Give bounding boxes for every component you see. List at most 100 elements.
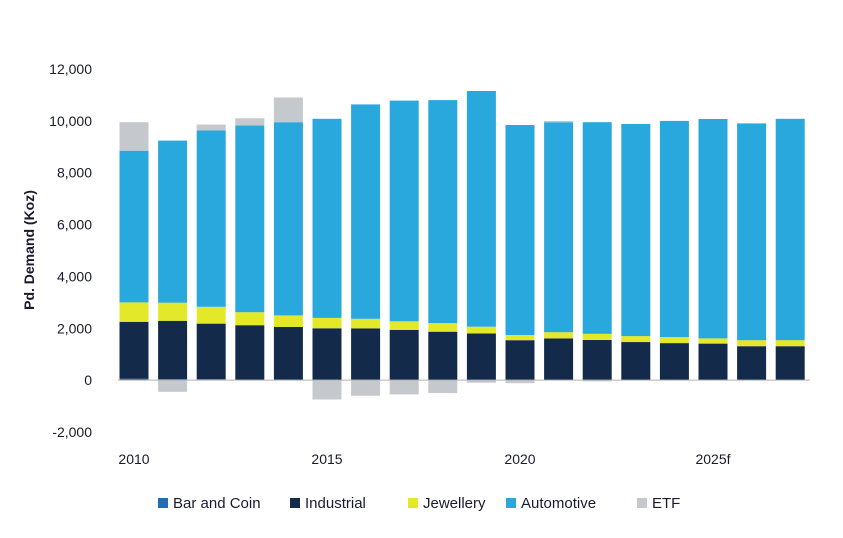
bar-segment-jewellery xyxy=(273,315,303,327)
legend-label: Automotive xyxy=(521,495,596,512)
bar-segment-etf xyxy=(119,122,149,151)
legend-item: Industrial xyxy=(290,495,366,512)
y-axis: -2,000 0 2,000 4,000 6,000 8,000 10,000 12,000 xyxy=(49,61,92,440)
bar-segment-etf xyxy=(312,380,342,400)
bar-segment-automotive xyxy=(235,125,265,313)
bar-segment-automotive xyxy=(389,100,419,322)
bar-segment-etf xyxy=(389,380,419,395)
legend-swatch xyxy=(506,498,516,508)
bar-segment-jewellery xyxy=(505,335,535,341)
bar-segment-automotive xyxy=(698,119,728,339)
bar-segment-automotive xyxy=(158,140,188,303)
bar-segment-etf xyxy=(235,118,265,126)
bars xyxy=(119,91,805,400)
bar-segment-automotive xyxy=(544,122,574,333)
bar-segment-industrial xyxy=(582,340,612,380)
legend: Bar and Coin Industrial Jewellery Automotiv… xyxy=(158,495,680,512)
bar-segment-automotive xyxy=(505,125,535,335)
bar-segment-jewellery xyxy=(158,302,188,321)
bar-segment-jewellery xyxy=(312,317,342,329)
bar-segment-industrial xyxy=(775,346,805,380)
legend-item: ETF xyxy=(637,495,680,512)
bar-segment-industrial xyxy=(505,340,535,380)
bar-segment-etf xyxy=(196,124,226,131)
bar-segment-automotive xyxy=(273,122,303,316)
bar-segment-industrial xyxy=(698,343,728,380)
bar-segment-industrial xyxy=(544,338,574,380)
bar-segment-jewellery xyxy=(119,302,149,322)
legend-swatch xyxy=(290,498,300,508)
bar-segment-automotive xyxy=(466,91,496,327)
bar-segment-etf xyxy=(544,120,574,123)
legend-item: Automotive xyxy=(506,495,596,512)
bar-segment-etf xyxy=(351,380,381,396)
bar-segment-automotive xyxy=(196,130,226,307)
bar-segment-jewellery xyxy=(351,318,381,329)
bar-segment-industrial xyxy=(119,321,149,379)
bar-segment-etf xyxy=(505,380,535,384)
legend-swatch xyxy=(158,498,168,508)
bar-segment-jewellery xyxy=(737,340,767,347)
bar-segment-industrial xyxy=(621,342,651,380)
y-tick-label: 10,000 xyxy=(49,113,92,129)
legend-label: Bar and Coin xyxy=(173,495,261,512)
bar-segment-automotive xyxy=(621,124,651,337)
legend-item: Jewellery xyxy=(408,495,486,512)
bar-segment-jewellery xyxy=(621,336,651,343)
bar-segment-jewellery xyxy=(389,321,419,330)
bar-segment-automotive xyxy=(737,123,767,341)
bar-segment-jewellery xyxy=(698,338,728,344)
bar-segment-automotive xyxy=(428,100,458,324)
bar-segment-automotive xyxy=(582,122,612,334)
bar-segment-industrial xyxy=(235,325,265,380)
x-axis: 2010 2015 2020 2025f xyxy=(118,451,730,467)
legend-label: Industrial xyxy=(305,495,366,512)
legend-item: Bar and Coin xyxy=(158,495,261,512)
x-tick-label: 2010 xyxy=(118,451,149,467)
bar-segment-jewellery xyxy=(659,337,689,344)
bar-segment-jewellery xyxy=(235,312,265,326)
bar-segment-bar-and-coin xyxy=(119,378,149,381)
y-tick-label: 12,000 xyxy=(49,61,92,77)
legend-swatch xyxy=(408,498,418,508)
bar-segment-industrial xyxy=(428,331,458,380)
bar-segment-jewellery xyxy=(466,326,496,334)
bar-segment-automotive xyxy=(351,104,381,319)
bar-segment-industrial xyxy=(466,333,496,380)
bar-segment-jewellery xyxy=(775,340,805,347)
y-tick-label: -2,000 xyxy=(52,424,92,440)
x-tick-label: 2020 xyxy=(504,451,535,467)
bar-segment-jewellery xyxy=(196,306,226,324)
bar-segment-industrial xyxy=(273,327,303,380)
y-tick-label: 8,000 xyxy=(57,165,92,181)
y-tick-label: 4,000 xyxy=(57,268,92,284)
bar-segment-jewellery xyxy=(428,323,458,332)
bar-segment-bar-and-coin xyxy=(158,379,188,381)
bar-segment-etf xyxy=(428,380,458,394)
x-tick-label: 2025f xyxy=(695,451,730,467)
bar-segment-automotive xyxy=(312,118,342,318)
bar-segment-industrial xyxy=(158,320,188,380)
bar-segment-industrial xyxy=(312,328,342,380)
bar-segment-industrial xyxy=(737,346,767,380)
y-tick-label: 0 xyxy=(84,372,92,388)
legend-label: Jewellery xyxy=(423,495,486,512)
bar-segment-automotive xyxy=(119,150,149,303)
bar-segment-automotive xyxy=(659,120,689,338)
bar-segment-industrial xyxy=(351,328,381,380)
bar-segment-automotive xyxy=(775,118,805,341)
bar-segment-etf xyxy=(466,380,496,383)
bar-segment-industrial xyxy=(389,329,419,380)
bar-segment-industrial xyxy=(196,323,226,380)
bar-segment-etf xyxy=(273,97,303,123)
bar-segment-jewellery xyxy=(582,333,612,340)
bar-segment-etf xyxy=(158,380,188,392)
legend-label: ETF xyxy=(652,495,680,512)
legend-swatch xyxy=(637,498,647,508)
y-tick-label: 2,000 xyxy=(57,320,92,336)
bar-segment-jewellery xyxy=(544,332,574,339)
y-axis-label: Pd. Demand (Koz) xyxy=(21,190,37,310)
y-tick-label: 6,000 xyxy=(57,217,92,233)
bar-segment-etf xyxy=(582,380,612,382)
